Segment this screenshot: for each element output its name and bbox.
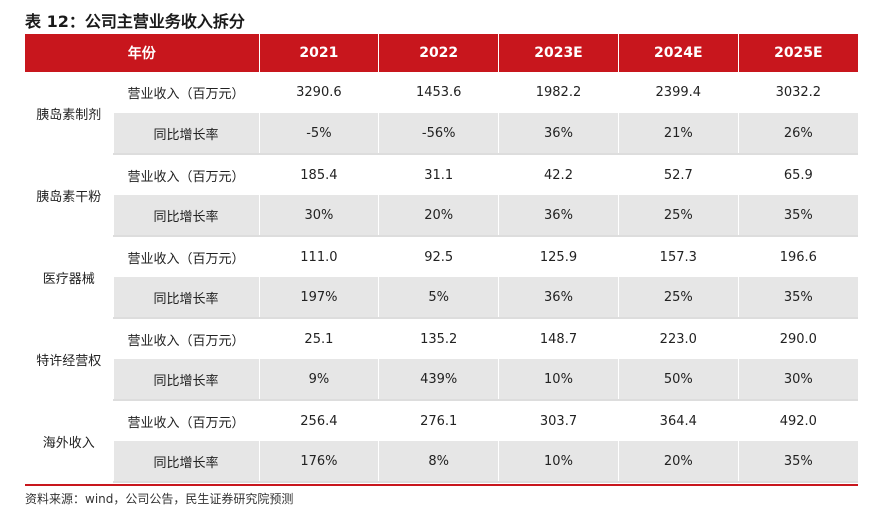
value-cell: 30%: [737, 359, 858, 401]
value-cell: 10%: [498, 441, 619, 483]
value-cell: 196.6: [737, 236, 858, 277]
value-cell: 3032.2: [737, 72, 858, 113]
value-cell: 50%: [617, 359, 739, 401]
value-cell: 52.7: [617, 154, 739, 195]
value-cell: 197%: [258, 277, 379, 319]
table-row: 特许经营权 营业收入（百万元） 25.1 135.2 148.7 223.0 290.0: [25, 318, 858, 400]
segment-label: 海外收入: [25, 400, 113, 482]
value-cell: 25%: [617, 277, 739, 319]
value-cell: 125.9: [498, 236, 619, 277]
value-cell: 30%: [258, 195, 379, 237]
value-cell: 1982.2: [498, 72, 619, 113]
metric-label: 营业收入（百万元）: [112, 318, 259, 359]
value-cell: 111.0: [258, 236, 379, 277]
value-cell: 25%: [617, 195, 739, 237]
value-cell: 492.0: [737, 400, 858, 441]
metric-label: 营业收入（百万元）: [112, 400, 259, 441]
value-cell: 20%: [617, 441, 739, 483]
table-row: 医疗器械 营业收入（百万元） 111.0 92.5 125.9 157.3 196.6: [25, 236, 858, 318]
metric-label: 同比增长率: [112, 195, 259, 237]
metric-label: 同比增长率: [112, 113, 259, 155]
segment-label: 胰岛素制剂: [25, 72, 113, 154]
metric-label: 同比增长率: [112, 441, 259, 483]
value-cell: 157.3: [617, 236, 739, 277]
header-2024e: 2024E: [617, 34, 739, 72]
table-header-row: 年份 2021 2022 2023E 2024E 2025E: [25, 34, 858, 72]
header-2021: 2021: [258, 34, 379, 72]
table-row: 胰岛素干粉 营业收入（百万元） 185.4 31.1 42.2 52.7 65.9: [25, 154, 858, 236]
header-2025e: 2025E: [737, 34, 858, 72]
segment-label: 胰岛素干粉: [25, 154, 113, 236]
value-cell: 92.5: [378, 236, 499, 277]
value-cell: 36%: [498, 195, 619, 237]
header-year-label: 年份: [127, 46, 156, 62]
value-cell: 176%: [258, 441, 379, 483]
value-cell: 25.1: [258, 318, 379, 359]
value-cell: 3290.6: [258, 72, 379, 113]
table-row: 同比增长率 30% 20% 36% 25% 35%: [25, 195, 858, 237]
value-cell: -5%: [258, 113, 379, 155]
value-cell: 31.1: [378, 154, 499, 195]
revenue-breakdown-table: 年份 2021 2022 2023E 2024E 2025E 胰岛素制剂 营业收入…: [25, 34, 858, 483]
table-row: 同比增长率 197% 5% 36% 25% 35%: [25, 277, 858, 319]
metric-label: 营业收入（百万元）: [112, 72, 259, 113]
table-title: 表 12：公司主营业务收入拆分: [25, 12, 245, 31]
value-cell: 135.2: [378, 318, 499, 359]
table-row: 海外收入 营业收入（百万元） 256.4 276.1 303.7 364.4 492.0: [25, 400, 858, 482]
value-cell: 364.4: [617, 400, 739, 441]
value-cell: 26%: [737, 113, 858, 155]
value-cell: 36%: [498, 113, 619, 155]
value-cell: 290.0: [737, 318, 858, 359]
value-cell: 65.9: [737, 154, 858, 195]
value-cell: 1453.6: [378, 72, 499, 113]
value-cell: 185.4: [258, 154, 379, 195]
segment-label: 医疗器械: [25, 236, 113, 318]
value-cell: 9%: [258, 359, 379, 401]
value-cell: 303.7: [498, 400, 619, 441]
metric-label: 营业收入（百万元）: [112, 236, 259, 277]
value-cell: 276.1: [378, 400, 499, 441]
metric-label: 同比增长率: [112, 359, 259, 401]
table-row: 同比增长率 176% 8% 10% 20% 35%: [25, 441, 858, 483]
source-note: 资料来源：wind，公司公告，民生证券研究院预测: [25, 492, 294, 506]
value-cell: 42.2: [498, 154, 619, 195]
table-body: 胰岛素制剂 营业收入（百万元） 3290.6 1453.6 1982.2 2399.4 30…: [25, 72, 858, 483]
value-cell: 21%: [617, 113, 739, 155]
segment-label: 特许经营权: [25, 318, 113, 400]
value-cell: -56%: [378, 113, 499, 155]
table-row: 同比增长率 9% 439% 10% 50% 30%: [25, 359, 858, 401]
header-2022: 2022: [378, 34, 499, 72]
value-cell: 20%: [378, 195, 499, 237]
metric-label: 营业收入（百万元）: [112, 154, 259, 195]
value-cell: 8%: [378, 441, 499, 483]
table-row: 同比增长率 -5% -56% 36% 21% 26%: [25, 113, 858, 155]
value-cell: 439%: [378, 359, 499, 401]
header-2023e: 2023E: [498, 34, 619, 72]
table-row: 胰岛素制剂 营业收入（百万元） 3290.6 1453.6 1982.2 2399.4 30…: [25, 72, 858, 154]
value-cell: 35%: [737, 195, 858, 237]
value-cell: 2399.4: [617, 72, 739, 113]
metric-label: 同比增长率: [112, 277, 259, 319]
value-cell: 35%: [737, 277, 858, 319]
value-cell: 10%: [498, 359, 619, 401]
value-cell: 256.4: [258, 400, 379, 441]
value-cell: 35%: [737, 441, 858, 483]
value-cell: 148.7: [498, 318, 619, 359]
footer-divider: [25, 484, 858, 486]
value-cell: 223.0: [617, 318, 739, 359]
value-cell: 36%: [498, 277, 619, 319]
value-cell: 5%: [378, 277, 499, 319]
